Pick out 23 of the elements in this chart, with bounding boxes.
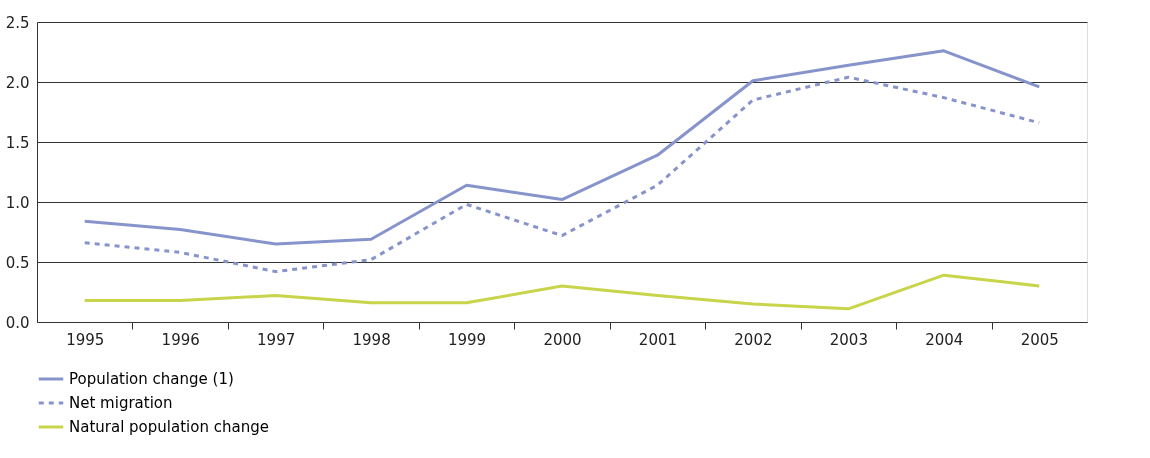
x-tick-label: 1995	[66, 330, 105, 349]
x-tick-label: 2001	[638, 330, 678, 349]
x-tick-label: 2003	[829, 330, 868, 349]
x-tick-label: 2002	[734, 330, 773, 349]
y-tick-label: 1.5	[5, 133, 30, 152]
y-tick-label: 1.0	[5, 193, 30, 212]
x-tick-label: 1997	[257, 330, 296, 349]
x-tick-label: 2004	[925, 330, 964, 349]
line-series	[83, 75, 1041, 274]
x-tick-label: 2000	[543, 330, 582, 349]
y-tick-label: 2.5	[5, 13, 30, 32]
y-tick-label: 2.0	[5, 73, 30, 92]
x-tick-label: 2005	[1020, 330, 1059, 349]
y-tick-label: 0.5	[5, 253, 30, 272]
y-tick-label: 0.0	[5, 313, 30, 332]
line-series	[83, 49, 1041, 246]
legend-label: Population change (1)	[69, 370, 234, 388]
line-series	[83, 273, 1041, 311]
legend-label: Net migration	[69, 394, 173, 412]
x-tick-label: 1996	[161, 330, 200, 349]
x-tick-label: 1998	[352, 330, 391, 349]
legend-label: Natural population change	[69, 418, 269, 436]
x-tick-label: 1999	[447, 330, 487, 349]
